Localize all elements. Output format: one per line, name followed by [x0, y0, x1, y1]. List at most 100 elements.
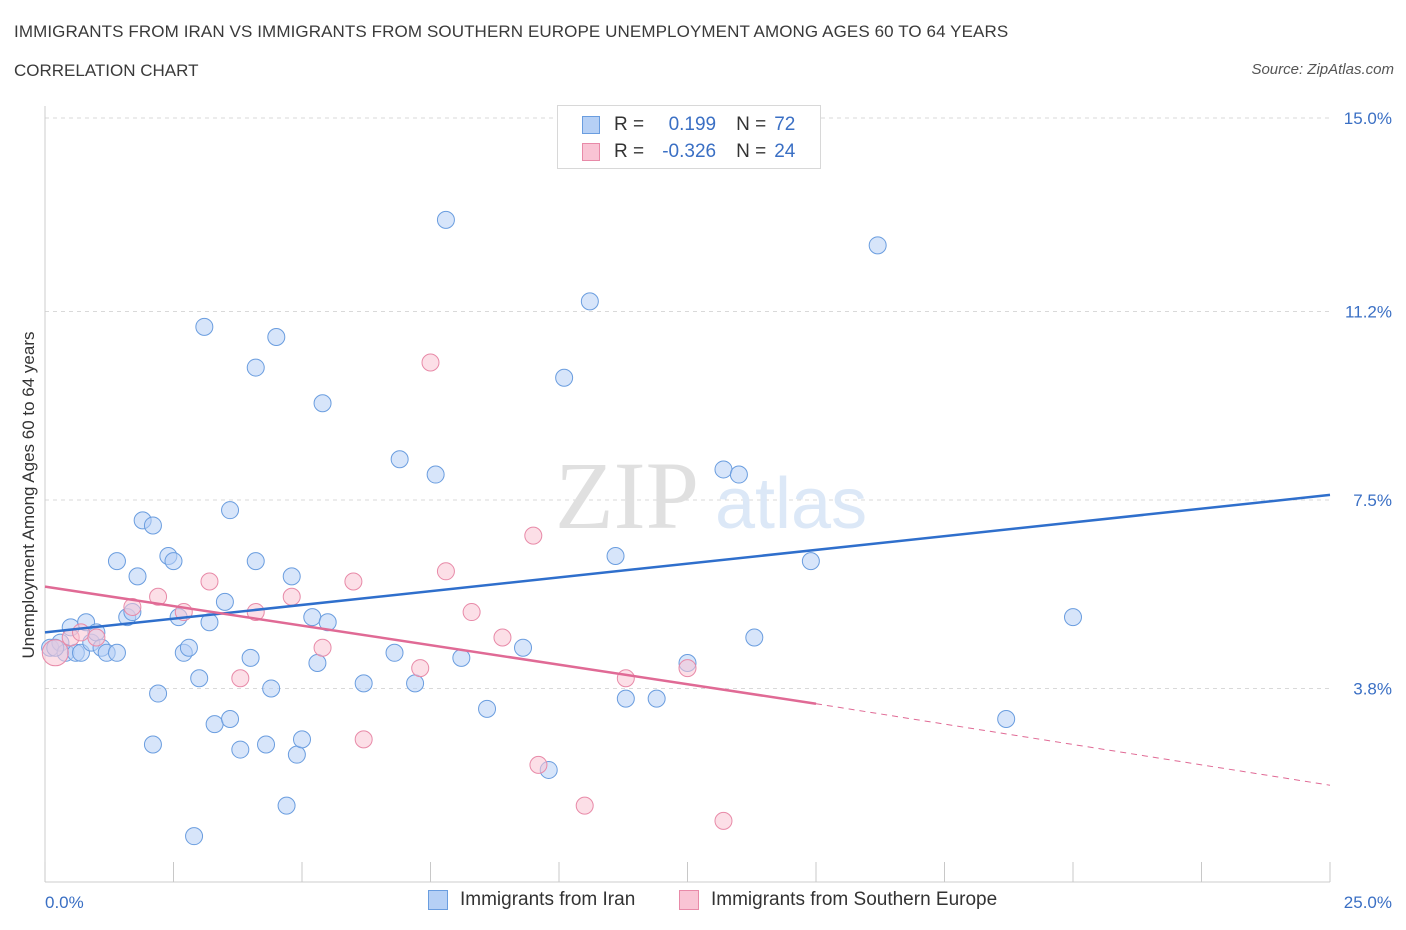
legend-n-value-southern-europe: 24 — [774, 141, 796, 162]
legend-label-southern-europe: Immigrants from Southern Europe — [711, 889, 998, 910]
southern-europe-point — [246, 603, 265, 622]
legend-swatch-iran — [428, 890, 448, 910]
southern-europe-point — [344, 572, 363, 591]
southern-europe-point — [616, 669, 635, 688]
iran-point — [303, 608, 322, 627]
chart-subtitle: CORRELATION CHART — [14, 61, 199, 80]
legend-item-southern-europe: Immigrants from Southern Europe — [679, 889, 997, 911]
legend-r-label: R = — [614, 141, 645, 162]
southern-europe-point — [524, 526, 543, 545]
iran-point — [308, 653, 327, 672]
series-southern-europe-points — [41, 353, 733, 830]
iran-point — [257, 735, 276, 754]
legend-row-southern-europe: R = -0.326 N = 24 — [582, 140, 795, 164]
watermark: ZIP atlas — [555, 442, 867, 549]
southern-europe-point — [411, 659, 430, 678]
iran-point — [190, 669, 209, 688]
southern-europe-point — [200, 572, 219, 591]
iran-point — [215, 592, 234, 611]
chart-title: IMMIGRANTS FROM IRAN VS IMMIGRANTS FROM … — [14, 22, 1009, 41]
iran-point — [868, 236, 887, 255]
source-label: Source: ZipAtlas.com — [1251, 61, 1394, 78]
southern-europe-point — [421, 353, 440, 372]
y-tick-label-0: 3.8% — [1353, 679, 1392, 698]
iran-point — [478, 699, 497, 718]
southern-europe-point — [493, 628, 512, 647]
southern-europe-point — [354, 730, 373, 749]
iran-point — [221, 710, 240, 729]
iran-point — [241, 648, 260, 667]
axes — [44, 106, 1331, 883]
legend-label-iran: Immigrants from Iran — [460, 889, 636, 910]
iran-point — [107, 552, 126, 571]
iran-point — [282, 567, 301, 586]
iran-point — [1064, 608, 1082, 627]
iran-point — [293, 730, 311, 749]
iran-point — [205, 715, 224, 734]
legend-r-value-iran: 0.199 — [668, 114, 717, 135]
iran-point — [616, 689, 635, 708]
iran-point — [221, 501, 240, 520]
iran-point — [128, 567, 147, 586]
iran-point — [246, 358, 265, 377]
legend-r-label: R = — [614, 114, 645, 135]
x-tick-label-max: 25.0% — [1344, 893, 1392, 912]
iran-point — [246, 552, 265, 571]
trend-line-southern-europe — [44, 585, 817, 705]
southern-europe-point — [87, 628, 106, 647]
southern-europe-point — [529, 755, 548, 774]
y-tick-label-2: 11.2% — [1345, 303, 1392, 322]
trend-lines — [44, 493, 1331, 786]
series-iran-points — [41, 210, 1082, 846]
iran-point — [185, 827, 204, 846]
iran-point — [426, 465, 445, 484]
iran-point — [107, 643, 126, 662]
iran-point — [143, 516, 162, 535]
southern-europe-point — [231, 669, 250, 688]
iran-point — [149, 684, 168, 703]
southern-europe-point — [41, 639, 69, 667]
watermark-zip: ZIP — [555, 442, 699, 549]
southern-europe-point — [436, 562, 455, 581]
iran-point — [231, 740, 250, 759]
legend-swatch-iran — [582, 116, 600, 134]
legend-swatch-southern-europe — [582, 143, 600, 161]
legend-r-value-southern-europe: -0.326 — [662, 141, 717, 162]
stats-legend: R = 0.199 N = 72 R = -0.326 N = 24 — [557, 105, 821, 169]
iran-point — [745, 628, 764, 647]
iran-point — [179, 638, 198, 657]
legend-n-label: N = — [736, 114, 767, 135]
southern-europe-point — [71, 623, 90, 642]
iran-point — [164, 552, 183, 571]
y-tick-label-1: 7.5% — [1353, 491, 1392, 510]
southern-europe-point — [149, 587, 168, 606]
iran-point — [143, 735, 162, 754]
iran-point — [195, 317, 214, 336]
southern-europe-point — [575, 796, 594, 815]
legend-item-iran: Immigrants from Iran — [428, 889, 635, 911]
gridlines — [45, 117, 1330, 689]
iran-point — [555, 368, 574, 387]
y-tick-label-3: 15.0% — [1344, 109, 1392, 128]
southern-europe-point — [678, 659, 697, 678]
iran-point — [801, 552, 820, 571]
iran-point — [287, 745, 306, 764]
iran-point — [313, 394, 332, 413]
southern-europe-point — [123, 597, 142, 616]
iran-point — [354, 674, 373, 693]
tick-labels: 3.8% 7.5% 11.2% 15.0% 0.0% 25.0% — [45, 109, 1392, 912]
iran-point — [262, 679, 281, 698]
series-legend: Immigrants from Iran Immigrants from Sou… — [0, 889, 1406, 915]
legend-swatch-southern-europe — [679, 890, 699, 910]
trend-line-southern-europe-extension — [815, 703, 1331, 786]
iran-point — [997, 710, 1016, 729]
y-axis-label: Unemployment Among Ages 60 to 64 years — [19, 332, 38, 659]
iran-point — [406, 674, 425, 693]
x-tick-label-min: 0.0% — [45, 893, 84, 912]
legend-row-iran: R = 0.199 N = 72 — [582, 113, 795, 137]
iran-point — [277, 796, 296, 815]
legend-n-label: N = — [736, 141, 767, 162]
legend-n-value-iran: 72 — [774, 114, 796, 135]
iran-point — [385, 643, 404, 662]
